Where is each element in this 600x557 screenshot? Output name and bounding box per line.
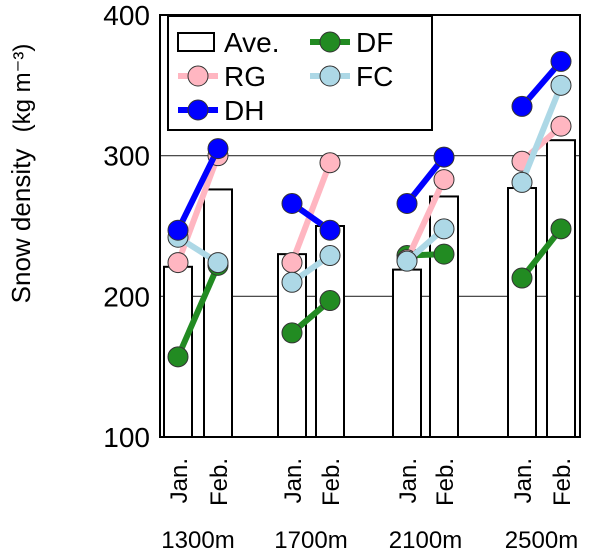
legend: Ave. DF RG FC DH (167, 15, 433, 131)
x-group-label: 2100m (389, 527, 462, 554)
x-tick-month: Feb. (318, 458, 345, 506)
point-FC-1700m-Jan. (281, 271, 303, 293)
series-line-DH (175, 147, 221, 232)
point-DF-2100m-Feb. (433, 243, 455, 265)
y-tick-label: 400 (103, 0, 150, 31)
x-tick-month: Jan. (280, 458, 307, 503)
legend-label: Ave. (224, 27, 280, 58)
legend-label: DH (224, 95, 264, 126)
y-tick-label: 200 (103, 281, 150, 312)
legend-bar-swatch (177, 32, 215, 52)
point-RG-1700m-Feb. (319, 152, 341, 174)
point-FC-1300m-Feb. (207, 252, 229, 274)
legend-marker (319, 65, 341, 87)
point-DH-1300m-Feb. (207, 138, 229, 160)
bar-2500m-Feb. (546, 139, 576, 438)
series-line-FC (519, 84, 564, 184)
x-tick-month: Jan. (395, 458, 422, 503)
point-DH-1700m-Jan. (281, 192, 303, 214)
x-group-label: 1700m (274, 527, 347, 554)
x-tick-month: Jan. (510, 458, 537, 503)
point-DH-2500m-Jan. (511, 95, 533, 117)
point-DH-2100m-Feb. (433, 146, 455, 168)
point-DF-1700m-Jan. (281, 322, 303, 344)
legend-marker (187, 65, 209, 87)
x-group-label: 2500m (505, 527, 578, 554)
y-axis-label: Snow density (6, 149, 36, 304)
legend-marker (319, 31, 341, 53)
point-DF-1300m-Jan. (167, 346, 189, 368)
point-RG-1300m-Jan. (167, 252, 189, 274)
point-DH-2100m-Jan. (396, 192, 418, 214)
x-tick-month: Feb. (549, 458, 576, 506)
y-tick-label: 100 (103, 422, 150, 453)
bar-1300m-Feb. (203, 188, 233, 438)
point-RG-1700m-Jan. (281, 252, 303, 274)
point-FC-2100m-Jan. (396, 250, 418, 272)
point-DH-1300m-Jan. (167, 219, 189, 241)
series-line-DF (175, 264, 221, 359)
point-RG-2500m-Feb. (550, 115, 572, 137)
x-tick-month: Feb. (432, 458, 459, 506)
bar-2100m-Jan. (392, 268, 422, 438)
point-FC-2100m-Feb. (433, 218, 455, 240)
y-axis-unit: (kg m⁻³) (9, 44, 36, 133)
point-FC-2500m-Jan. (511, 171, 533, 193)
legend-label: DF (356, 27, 393, 58)
legend-marker (187, 99, 209, 121)
point-DH-1700m-Feb. (319, 219, 341, 241)
point-DF-1700m-Feb. (319, 290, 341, 312)
x-tick-month: Feb. (206, 458, 233, 506)
point-DH-2500m-Feb. (550, 50, 572, 72)
legend-label: RG (224, 61, 266, 92)
series-line-RG (404, 178, 447, 262)
point-DF-2500m-Feb. (550, 218, 572, 240)
y-tick-label: 300 (103, 141, 150, 172)
legend-label: FC (356, 61, 393, 92)
point-FC-1700m-Feb. (319, 245, 341, 267)
point-DF-2500m-Jan. (511, 267, 533, 289)
point-FC-2500m-Feb. (550, 74, 572, 96)
point-RG-2100m-Feb. (433, 169, 455, 191)
x-tick-month: Jan. (166, 458, 193, 503)
bar-2500m-Jan. (507, 187, 537, 438)
series-line-RG (289, 161, 333, 264)
x-group-label: 1300m (161, 527, 234, 554)
